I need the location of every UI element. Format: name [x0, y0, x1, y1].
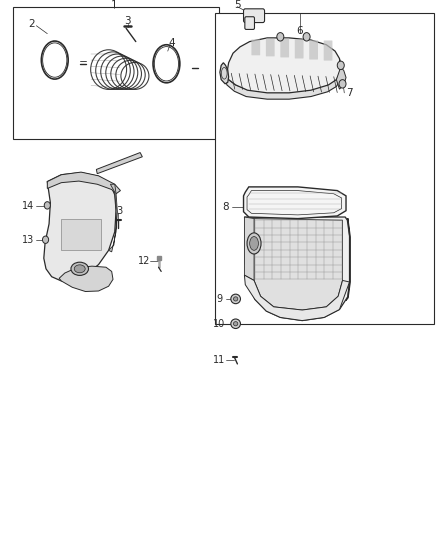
Ellipse shape: [233, 321, 238, 326]
Text: 3: 3: [124, 17, 131, 27]
Ellipse shape: [250, 237, 258, 251]
Ellipse shape: [247, 233, 261, 254]
Text: 13: 13: [21, 235, 34, 245]
Text: 9: 9: [216, 294, 222, 304]
Polygon shape: [244, 217, 350, 320]
FancyBboxPatch shape: [280, 38, 289, 58]
Polygon shape: [96, 152, 142, 174]
Ellipse shape: [74, 265, 85, 273]
Ellipse shape: [231, 319, 240, 328]
Ellipse shape: [71, 262, 88, 276]
Polygon shape: [244, 275, 350, 320]
Circle shape: [42, 236, 49, 244]
Polygon shape: [109, 184, 117, 252]
Polygon shape: [346, 218, 350, 301]
Text: 5: 5: [234, 0, 241, 10]
Text: 4: 4: [169, 38, 176, 47]
Polygon shape: [47, 172, 120, 194]
Circle shape: [44, 201, 50, 209]
FancyBboxPatch shape: [266, 38, 275, 56]
Polygon shape: [244, 187, 346, 219]
Polygon shape: [336, 59, 346, 89]
Polygon shape: [220, 63, 229, 84]
Polygon shape: [225, 73, 339, 99]
Circle shape: [337, 61, 344, 70]
Circle shape: [339, 79, 346, 88]
Bar: [61, 219, 101, 251]
Polygon shape: [227, 38, 341, 93]
Ellipse shape: [233, 297, 238, 301]
Text: 14: 14: [21, 201, 34, 212]
Polygon shape: [44, 173, 116, 281]
Bar: [215, 12, 434, 324]
Text: 11: 11: [213, 355, 225, 365]
Text: 10: 10: [213, 319, 225, 329]
Bar: [13, 7, 219, 139]
Polygon shape: [254, 219, 343, 310]
FancyBboxPatch shape: [309, 41, 318, 60]
FancyBboxPatch shape: [244, 9, 265, 22]
Text: 6: 6: [297, 26, 304, 36]
Text: 2: 2: [28, 19, 35, 29]
Text: 1: 1: [110, 0, 117, 10]
FancyBboxPatch shape: [245, 17, 254, 29]
Ellipse shape: [231, 294, 240, 304]
Polygon shape: [244, 217, 254, 280]
Polygon shape: [59, 266, 113, 292]
Text: 13: 13: [112, 206, 124, 216]
FancyBboxPatch shape: [295, 39, 304, 59]
FancyBboxPatch shape: [324, 41, 332, 61]
Circle shape: [303, 33, 310, 41]
Circle shape: [277, 33, 284, 41]
FancyBboxPatch shape: [251, 39, 260, 55]
Text: 8: 8: [223, 202, 230, 212]
Text: 7: 7: [346, 88, 353, 98]
Text: 12: 12: [138, 256, 150, 266]
